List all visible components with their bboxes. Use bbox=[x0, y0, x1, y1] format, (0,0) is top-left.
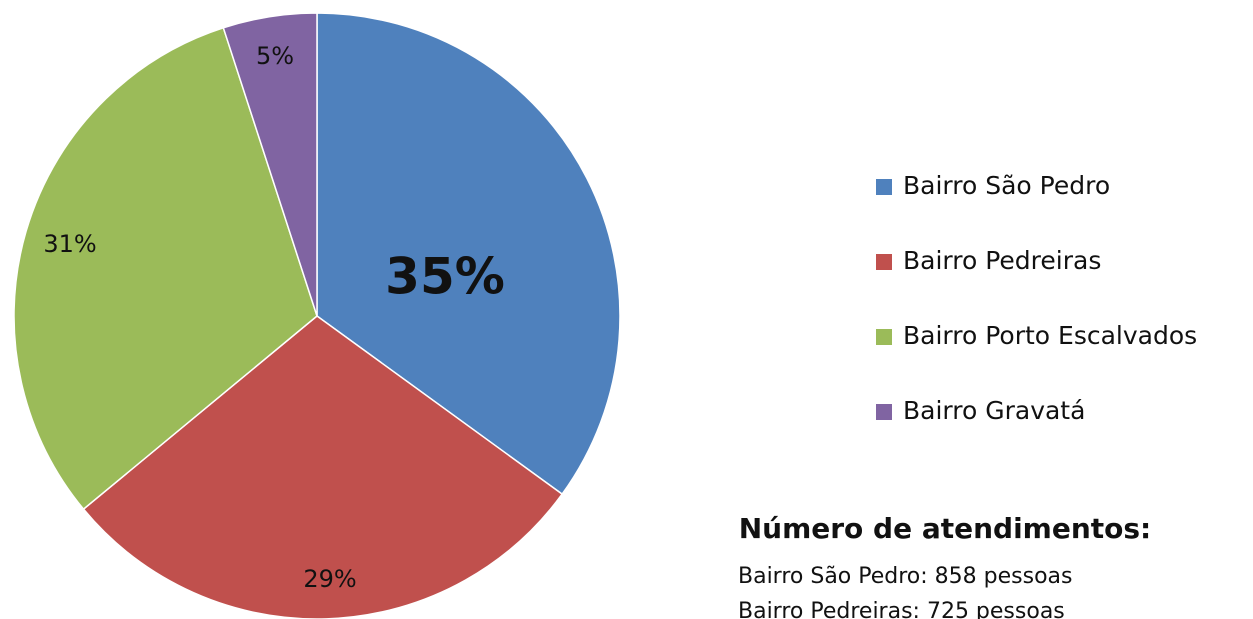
legend-swatch bbox=[876, 179, 892, 195]
pie-slice bbox=[316, 12, 621, 496]
data-label: 29% bbox=[303, 565, 356, 593]
legend-label: Bairro Pedreiras bbox=[903, 246, 1101, 275]
data-label: 5% bbox=[256, 42, 294, 70]
data-label: 31% bbox=[43, 230, 96, 258]
legend-swatch bbox=[876, 254, 892, 270]
annotation-line: Bairro Pedreiras: 725 pessoas bbox=[738, 599, 1065, 619]
legend-label: Bairro Porto Escalvados bbox=[903, 321, 1197, 350]
annotations: Bairro São Pedro: 858 pessoas Bairro Pedr… bbox=[738, 564, 1072, 619]
legend-label: Bairro Gravatá bbox=[903, 396, 1085, 425]
annotation-title: Número de atendimentos: bbox=[739, 512, 1152, 545]
legend-swatch bbox=[876, 329, 892, 345]
legend-swatch bbox=[876, 404, 892, 420]
annotation-line: Bairro São Pedro: 858 pessoas bbox=[738, 564, 1072, 589]
legend: Bairro São Pedro Bairro Pedreiras Bairro P… bbox=[876, 171, 1197, 425]
pie bbox=[13, 12, 621, 619]
pie-slice bbox=[222, 12, 318, 317]
pie-slice bbox=[13, 26, 318, 511]
data-label: 35% bbox=[385, 248, 505, 306]
legend-label: Bairro São Pedro bbox=[903, 171, 1110, 200]
data-labels: 35% 29% 31% 5% bbox=[43, 42, 505, 593]
